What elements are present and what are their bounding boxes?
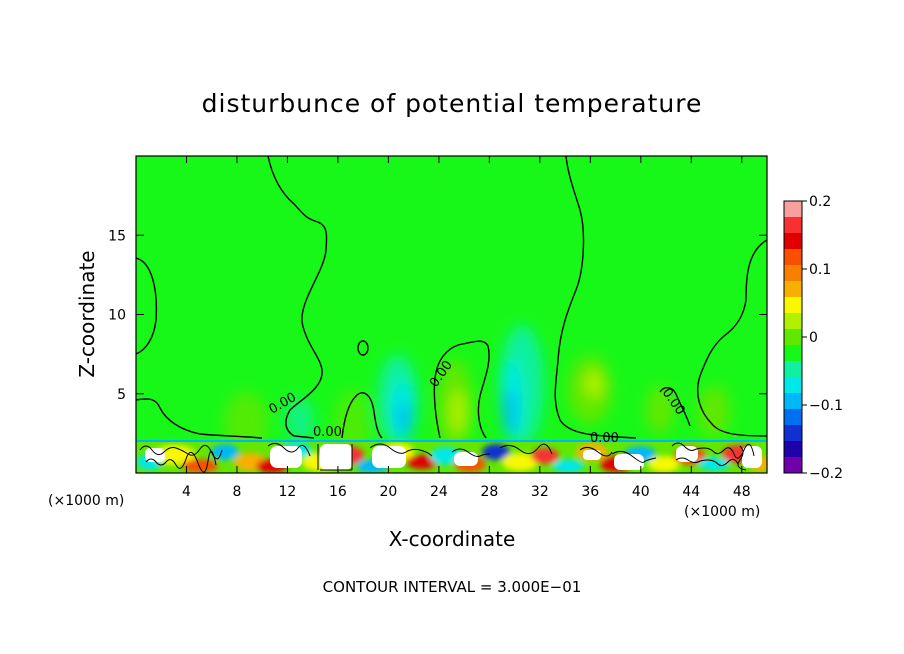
x-tick-label: 36 bbox=[581, 484, 599, 500]
colorbar-cell bbox=[784, 393, 802, 410]
colorbar-tick-label: 0 bbox=[809, 330, 818, 346]
x-axis-title: X-coordinate bbox=[389, 527, 516, 551]
colorbar-cell bbox=[784, 313, 802, 330]
colorbar-cell bbox=[784, 329, 802, 346]
chart-title: disturbunce of potential temperature bbox=[202, 89, 703, 118]
colorbar-cell bbox=[784, 297, 802, 314]
colorbar-cell bbox=[784, 409, 802, 426]
contour-interval-note: CONTOUR INTERVAL = 3.000E−01 bbox=[323, 578, 582, 596]
x-tick-label: 8 bbox=[232, 484, 241, 500]
colorbar-cell bbox=[784, 441, 802, 458]
colorbar-cell bbox=[784, 345, 802, 362]
boundary-layer bbox=[136, 440, 767, 473]
contour-line bbox=[696, 239, 767, 437]
colorbar-tick-label: −0.2 bbox=[809, 466, 843, 482]
contour-line bbox=[554, 156, 637, 439]
contour-label: 0.00 bbox=[313, 425, 342, 440]
colorbar-cell bbox=[784, 217, 802, 234]
colorbar-cell bbox=[784, 377, 802, 394]
x-tick-label: 16 bbox=[329, 484, 347, 500]
x-tick-label: 12 bbox=[279, 484, 297, 500]
colorbar-cell bbox=[784, 249, 802, 266]
colorbar-tick-label: 0.1 bbox=[809, 262, 831, 278]
x-tick-label: 20 bbox=[379, 484, 397, 500]
y-axis-ticks: 5 10 15 bbox=[108, 228, 767, 403]
x-tick-label: 28 bbox=[480, 484, 498, 500]
colorbar-cell bbox=[784, 425, 802, 442]
field-shading: 0.00 0.00 0.00 0.00 0.00 bbox=[136, 156, 767, 473]
contour-line bbox=[136, 257, 158, 355]
contour-label: 0.00 bbox=[590, 431, 619, 446]
y-axis-title: Z-coordinate bbox=[75, 250, 99, 377]
x-tick-label: 32 bbox=[531, 484, 549, 500]
perturbation-blobs bbox=[224, 325, 730, 470]
colorbar-cell bbox=[784, 457, 802, 474]
y-tick-label: 10 bbox=[108, 308, 126, 324]
y-tick-label: 15 bbox=[108, 228, 126, 244]
x-axis-ticks: 4 8 12 16 20 24 28 32 36 40 44 48 bbox=[182, 156, 751, 500]
contour-line bbox=[341, 392, 383, 439]
x-tick-label: 48 bbox=[733, 484, 751, 500]
contour-line bbox=[433, 340, 490, 439]
colorbar-cell bbox=[784, 361, 802, 378]
x-tick-label: 24 bbox=[430, 484, 448, 500]
contour-line bbox=[136, 398, 263, 439]
contour-ring bbox=[357, 340, 369, 356]
colorbar: 0.2 0.1 0 −0.1 −0.2 bbox=[783, 194, 843, 482]
colorbar-ticks: 0.2 0.1 0 −0.1 −0.2 bbox=[802, 194, 843, 482]
colorbar-cells bbox=[784, 201, 802, 474]
zero-contours bbox=[136, 156, 767, 439]
colorbar-cell bbox=[784, 233, 802, 250]
x-tick-label: 40 bbox=[632, 484, 650, 500]
contour-line bbox=[267, 156, 328, 439]
contour-line bbox=[659, 387, 691, 427]
x-tick-label: 44 bbox=[682, 484, 700, 500]
colorbar-cell bbox=[784, 201, 802, 218]
colorbar-tick-label: 0.2 bbox=[809, 194, 831, 210]
x-axis-unit: (×1000 m) bbox=[684, 504, 760, 520]
colorbar-cell bbox=[784, 265, 802, 282]
plot-area: 0.00 0.00 0.00 0.00 0.00 4 8 12 16 20 24 28 32 3… bbox=[108, 155, 768, 500]
colorbar-tick-label: −0.1 bbox=[809, 398, 843, 414]
y-tick-label: 5 bbox=[117, 387, 126, 403]
y-axis-unit: (×1000 m) bbox=[48, 493, 124, 509]
boundary-contours bbox=[139, 442, 755, 473]
colorbar-cell bbox=[784, 281, 802, 298]
x-tick-label: 4 bbox=[182, 484, 191, 500]
